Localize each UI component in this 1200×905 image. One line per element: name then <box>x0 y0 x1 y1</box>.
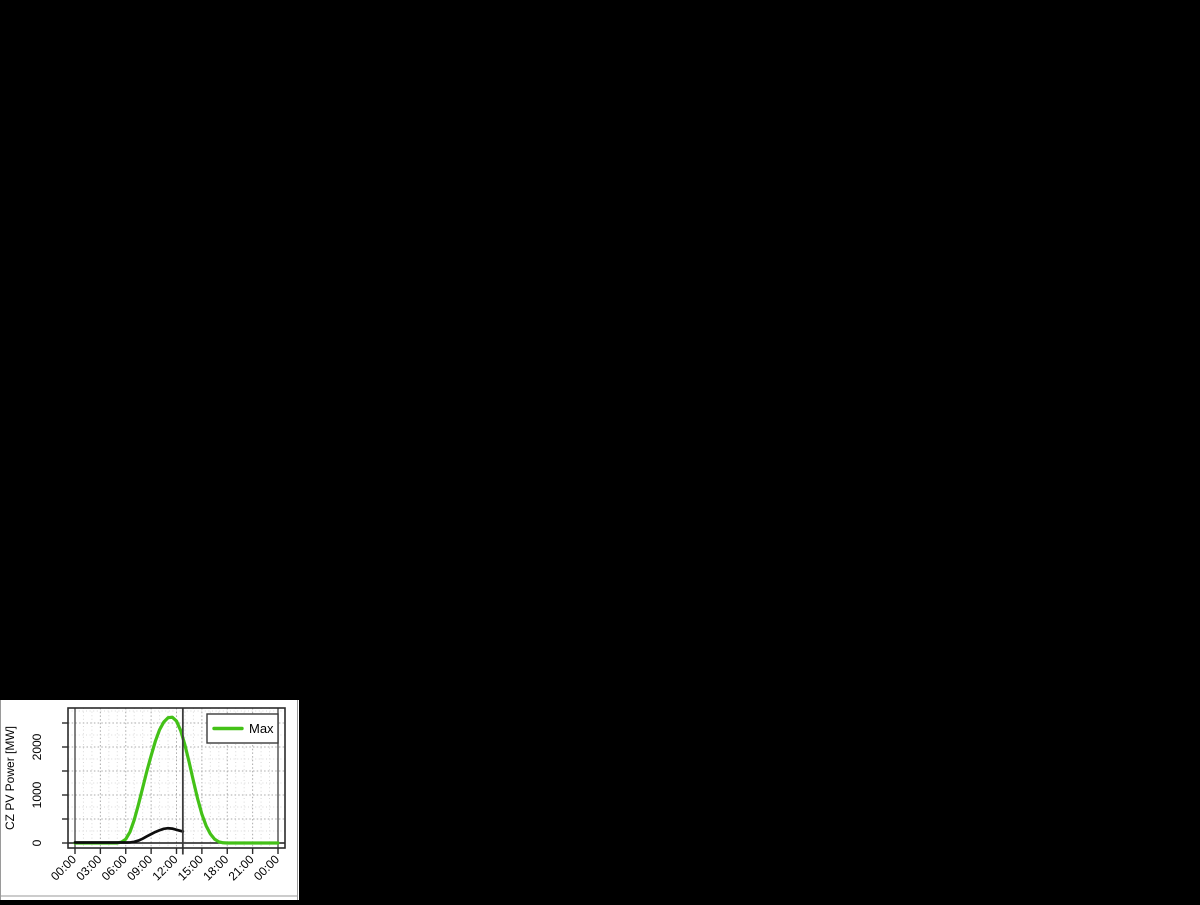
legend-label: Max <box>249 721 274 736</box>
legend: Max <box>206 713 279 744</box>
pv-chart: 00:0003:0006:0009:0012:0015:0018:0021:00… <box>0 700 298 900</box>
y-tick-label: 0 <box>30 839 44 846</box>
x-tick-label: 00:00 <box>48 852 79 883</box>
x-tick-label: 09:00 <box>124 852 155 883</box>
series-layer <box>73 715 280 845</box>
y-tick-label: 1000 <box>30 781 44 808</box>
x-tick-label: 06:00 <box>99 852 130 883</box>
x-tick-label: 12:00 <box>149 852 180 883</box>
x-tick-label: 00:00 <box>251 852 282 883</box>
pv-chart-panel: 00:00 03:00 06:00 09:00 12:00 15:00 18:00 21:00… <box>0 700 299 900</box>
tick-layer <box>62 722 279 854</box>
x-tick-label: 15:00 <box>175 852 206 883</box>
y-axis-title: CZ PV Power [MW] <box>3 726 17 830</box>
x-tick-label: 21:00 <box>226 852 257 883</box>
x-tick-label: 03:00 <box>73 852 104 883</box>
x-tick-label: 18:00 <box>200 852 231 883</box>
series-actual <box>73 826 185 844</box>
y-tick-label: 2000 <box>30 733 44 760</box>
panel-edge <box>0 700 298 900</box>
